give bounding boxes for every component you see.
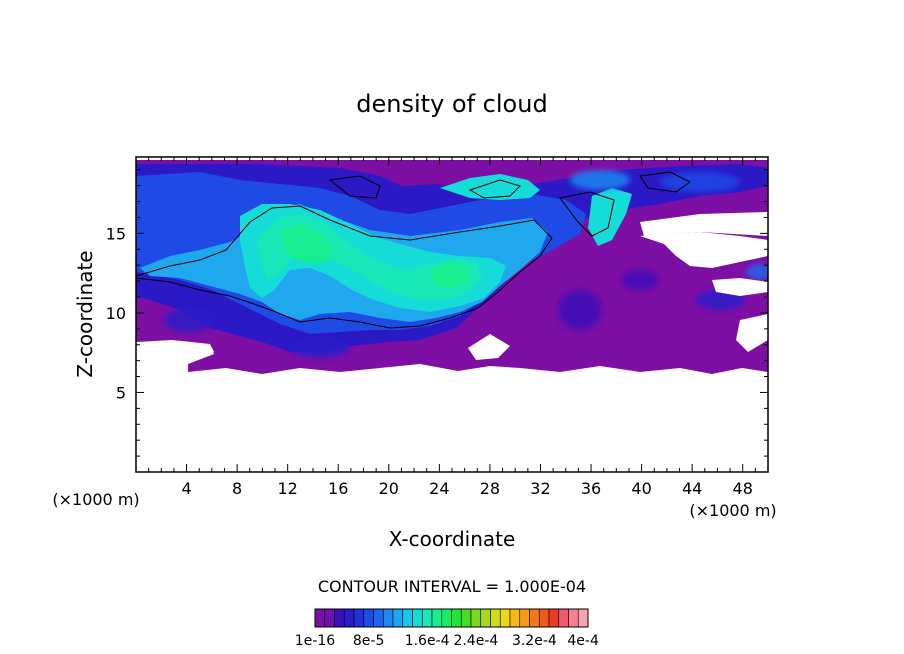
colorbar-tick-label: 2.4e-4 [453, 633, 498, 649]
colorbar-swatch [538, 608, 550, 628]
chart-title: density of cloud [356, 90, 547, 118]
cloud-texture [164, 170, 768, 358]
x-tick-label: 36 [581, 479, 601, 498]
colorbar-labels: 1e-16 8e-5 1.6e-4 2.4e-4 3.2e-4 4e-4 [295, 633, 599, 649]
y-tick-label: 5 [116, 383, 126, 402]
colorbar-swatch [548, 608, 560, 628]
colorbar-swatch [402, 608, 413, 628]
colorbar-swatch [490, 608, 501, 628]
colorbar-swatch [470, 608, 482, 628]
colorbar-swatch [382, 608, 394, 628]
colorbar-swatch [373, 608, 384, 628]
colorbar-swatch [392, 608, 404, 628]
contour-interval-text: CONTOUR INTERVAL = 1.000E-04 [318, 577, 586, 596]
colorbar-swatch [334, 608, 345, 628]
colorbar-swatch [343, 608, 355, 628]
x-tick-label: 28 [480, 479, 500, 498]
colorbar-swatch [480, 608, 491, 628]
colorbar-swatch [499, 608, 511, 628]
colorbar-swatch [568, 608, 579, 628]
colorbar-swatch [529, 608, 540, 628]
colorbar-swatch [509, 608, 521, 628]
colorbar-tick-label: 1.6e-4 [405, 633, 450, 649]
x-tick-label: 40 [631, 479, 651, 498]
x-tick-label: 16 [328, 479, 348, 498]
colorbar-swatch [412, 608, 423, 628]
colorbar-tick-label: 3.2e-4 [512, 633, 557, 649]
x-axis: 4 8 12 16 20 24 28 32 36 40 44 48 [148, 157, 756, 498]
colorbar-swatch [314, 608, 326, 628]
x-tick-label: 24 [429, 479, 449, 498]
colorbar-swatch [431, 608, 443, 628]
colorbar-swatch [421, 608, 433, 628]
colorbar-swatch [519, 608, 530, 628]
y-axis: 5 10 15 [106, 169, 768, 457]
colorbar-swatch [577, 608, 589, 628]
colorbar-swatch [558, 608, 569, 628]
x-unit-label-right: (×1000 m) [689, 501, 776, 520]
x-tick-label: 48 [733, 479, 753, 498]
colorbar-swatch [460, 608, 472, 628]
colorbar-tick-label: 4e-4 [567, 633, 599, 649]
colorbar-tick-label: 8e-5 [353, 633, 384, 649]
x-tick-label: 20 [379, 479, 399, 498]
y-axis-title: Z-coordinate [73, 250, 97, 377]
y-tick-label: 10 [106, 304, 126, 323]
cloud-density-field [136, 160, 768, 374]
colorbar-tick-label: 1e-16 [295, 633, 335, 649]
contour-lines [136, 171, 691, 329]
colorbar-swatch [353, 608, 365, 628]
x-unit-label-left: (×1000 m) [52, 490, 139, 509]
cloud-free-gaps [136, 232, 768, 368]
x-tick-label: 4 [181, 479, 191, 498]
x-tick-label: 8 [232, 479, 242, 498]
colorbar-swatch [363, 608, 374, 628]
x-tick-label: 32 [530, 479, 550, 498]
colorbar [314, 608, 589, 628]
y-tick-label: 15 [106, 224, 126, 243]
x-tick-label: 12 [278, 479, 298, 498]
colorbar-swatch [324, 608, 335, 628]
x-tick-label: 44 [682, 479, 702, 498]
colorbar-frame [314, 608, 589, 628]
colorbar-swatch [451, 608, 462, 628]
colorbar-swatch [441, 608, 452, 628]
x-axis-title: X-coordinate [389, 527, 516, 551]
cloud-region-outer [136, 160, 768, 374]
